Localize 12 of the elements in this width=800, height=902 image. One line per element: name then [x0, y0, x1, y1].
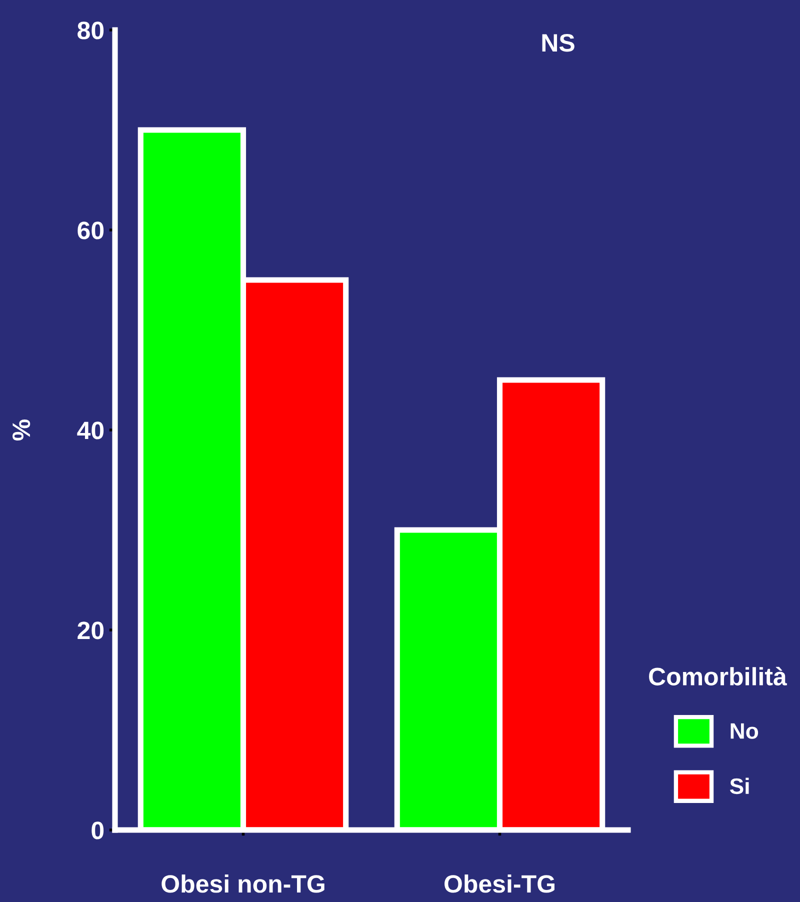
y-tick-label: 40: [77, 422, 104, 440]
y-tick-label: 60: [78, 222, 104, 240]
y-tick-label: 80: [78, 22, 104, 40]
y-axis-title: %: [12, 420, 30, 440]
legend-label: Si: [730, 778, 749, 794]
annotation: NS: [542, 34, 574, 52]
x-tick-label: Obesi non-TG: [162, 874, 324, 893]
legend-title: Comorbilità: [649, 666, 787, 686]
legend-label: No: [730, 723, 758, 739]
x-tick-label: Obesi-TG: [444, 874, 554, 893]
y-tick-label: 20: [78, 622, 104, 640]
y-tick-label: 0: [92, 822, 104, 840]
